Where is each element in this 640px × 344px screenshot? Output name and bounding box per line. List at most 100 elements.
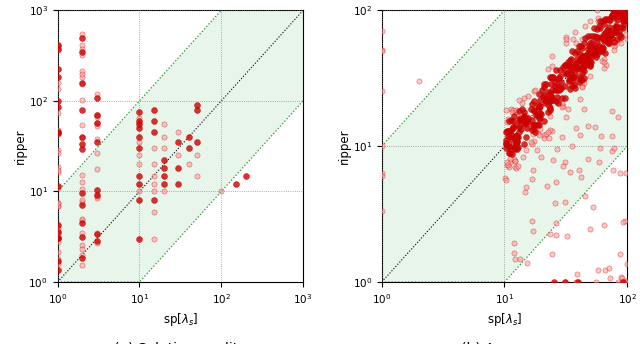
Point	[541, 95, 552, 100]
Point	[512, 134, 522, 140]
Point	[598, 38, 609, 43]
Point	[77, 220, 87, 225]
Point	[52, 235, 63, 241]
Point	[77, 141, 87, 146]
Point	[547, 54, 557, 59]
Point	[52, 168, 63, 173]
Point	[597, 35, 607, 41]
Polygon shape	[381, 10, 627, 282]
Point	[599, 59, 609, 64]
Point	[608, 8, 618, 13]
Point	[509, 250, 520, 256]
Point	[512, 146, 522, 151]
Point	[148, 209, 159, 214]
Point	[159, 189, 169, 194]
Point	[603, 41, 613, 46]
Point	[618, 8, 628, 13]
Point	[545, 93, 556, 99]
Point	[191, 102, 202, 108]
Point	[527, 127, 537, 133]
Point	[529, 89, 539, 94]
Point	[545, 90, 556, 96]
Point	[585, 49, 595, 54]
Point	[134, 109, 145, 115]
Point	[77, 255, 87, 261]
Point	[511, 140, 521, 146]
Point	[527, 218, 537, 224]
X-axis label: sp[$\lambda_s$]: sp[$\lambda_s$]	[487, 311, 522, 328]
Point	[506, 109, 516, 115]
Point	[616, 8, 626, 13]
Point	[536, 110, 546, 116]
Point	[77, 135, 87, 140]
Point	[602, 29, 612, 34]
Point	[509, 113, 520, 118]
Point	[600, 30, 611, 35]
Point	[613, 115, 623, 120]
Point	[527, 117, 538, 122]
Point	[52, 148, 63, 153]
Point	[545, 81, 556, 87]
Point	[526, 139, 536, 144]
Point	[565, 57, 575, 63]
Point	[134, 139, 145, 145]
Point	[77, 35, 87, 40]
Point	[577, 36, 588, 42]
Point	[534, 91, 544, 97]
Point	[560, 83, 570, 88]
Point	[610, 24, 620, 30]
Point	[545, 231, 556, 236]
Point	[509, 158, 520, 163]
Point	[512, 139, 522, 145]
Point	[504, 135, 515, 140]
Point	[52, 185, 63, 191]
Point	[376, 143, 387, 149]
Point	[502, 120, 513, 125]
Point	[546, 75, 556, 80]
Point	[555, 74, 565, 79]
Point	[500, 140, 511, 146]
Point	[616, 13, 627, 19]
Point	[556, 95, 566, 101]
Point	[594, 23, 604, 29]
Point	[621, 261, 632, 267]
Point	[550, 80, 561, 85]
Point	[599, 36, 609, 42]
Point	[585, 60, 595, 65]
Point	[599, 56, 609, 61]
Point	[599, 21, 609, 27]
Point	[588, 51, 598, 56]
Point	[511, 110, 522, 115]
Point	[513, 144, 524, 150]
Point	[552, 146, 562, 152]
Point	[613, 24, 623, 30]
Point	[560, 96, 570, 101]
Point	[604, 24, 614, 29]
Point	[520, 190, 530, 195]
Polygon shape	[58, 10, 303, 282]
Point	[52, 150, 63, 155]
Point	[609, 13, 619, 18]
Point	[551, 232, 561, 238]
Point	[508, 118, 518, 124]
Point	[509, 146, 520, 151]
Point	[572, 279, 582, 285]
Point	[52, 258, 63, 264]
Point	[618, 8, 628, 13]
Point	[604, 265, 614, 270]
Point	[592, 27, 602, 32]
Point	[575, 76, 585, 82]
Point	[599, 65, 609, 71]
Point	[92, 240, 102, 246]
Point	[593, 18, 603, 23]
Point	[517, 120, 527, 126]
Point	[543, 66, 553, 72]
Point	[506, 106, 516, 112]
Point	[616, 13, 626, 18]
Point	[619, 17, 629, 22]
Point	[565, 87, 575, 92]
Point	[561, 34, 571, 40]
Point	[593, 267, 603, 273]
Point	[547, 74, 557, 80]
Point	[92, 192, 102, 197]
